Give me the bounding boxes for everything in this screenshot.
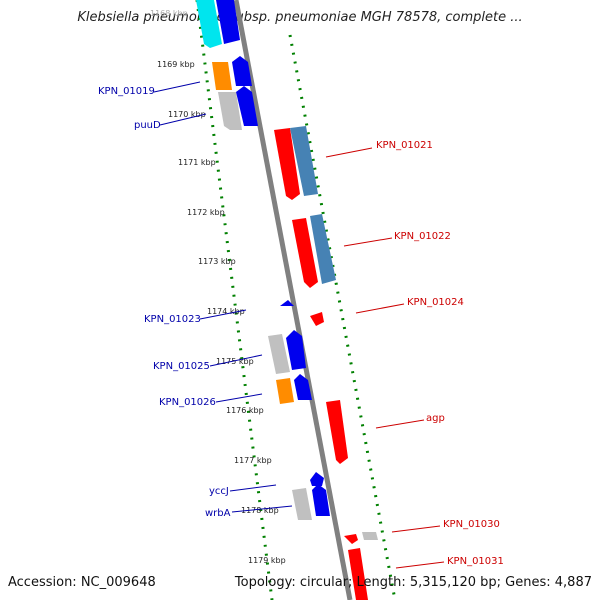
backbone-line bbox=[233, 0, 353, 600]
gene-red-kpn01022[interactable] bbox=[292, 218, 318, 288]
leader-kpn01019 bbox=[153, 81, 201, 93]
leader-kpn01021 bbox=[325, 147, 373, 158]
kbp-tick-1172: 1172 kbp bbox=[187, 208, 225, 217]
label-kpn01030[interactable]: KPN_01030 bbox=[443, 519, 500, 530]
leader-puud bbox=[159, 113, 207, 126]
gene-blue-1169[interactable] bbox=[232, 56, 252, 86]
label-puud[interactable]: puuD bbox=[134, 120, 161, 131]
label-kpn01022[interactable]: KPN_01022 bbox=[394, 231, 451, 242]
label-kpn01021[interactable]: KPN_01021 bbox=[376, 140, 433, 151]
leader-kpn01023 bbox=[199, 309, 247, 320]
label-kpn01026[interactable]: KPN_01026 bbox=[159, 397, 216, 408]
leader-kpn01026 bbox=[215, 393, 263, 403]
gene-blue-top[interactable] bbox=[216, 0, 240, 44]
gene-blue-wrba[interactable] bbox=[312, 484, 330, 516]
leader-kpn01031 bbox=[395, 561, 445, 569]
kbp-tick-1168: 1168 kbp bbox=[150, 9, 188, 18]
kbp-tick-1175: 1175 kbp bbox=[216, 357, 254, 366]
gene-orange-kpn01026[interactable] bbox=[276, 378, 294, 404]
leader-agp bbox=[375, 419, 425, 429]
label-wrba[interactable]: wrbA bbox=[205, 508, 231, 519]
gene-red-kpn01024[interactable] bbox=[310, 312, 324, 326]
gene-red-kpn01021[interactable] bbox=[274, 128, 300, 200]
kbp-tick-1174: 1174 kbp bbox=[207, 307, 245, 316]
gene-gray-kpn01030[interactable] bbox=[362, 532, 378, 540]
accession-text: Accession: NC_009648 bbox=[8, 575, 156, 590]
label-yccj[interactable]: yccJ bbox=[209, 486, 229, 497]
right-scale-track bbox=[288, 34, 397, 600]
gene-orange-1169[interactable] bbox=[212, 62, 232, 90]
kbp-tick-1179: 1179 kbp bbox=[248, 556, 286, 565]
gene-blue-puud[interactable] bbox=[236, 86, 258, 126]
gene-red-kpn01031[interactable] bbox=[348, 548, 368, 600]
leader-kpn01025 bbox=[209, 354, 263, 367]
label-kpn01024[interactable]: KPN_01024 bbox=[407, 297, 464, 308]
label-kpn01019[interactable]: KPN_01019 bbox=[98, 86, 155, 97]
gene-red-agp[interactable] bbox=[326, 400, 348, 464]
label-kpn01023[interactable]: KPN_01023 bbox=[144, 314, 201, 325]
leader-wrba bbox=[231, 505, 293, 513]
label-kpn01031[interactable]: KPN_01031 bbox=[447, 556, 504, 567]
gene-red-kpn01030[interactable] bbox=[344, 534, 358, 544]
kbp-tick-1177: 1177 kbp bbox=[234, 456, 272, 465]
genome-summary-text: Topology: circular; Length: 5,315,120 bp… bbox=[234, 575, 592, 590]
gene-gray-kpn01019[interactable] bbox=[218, 92, 242, 130]
left-scale-track bbox=[195, 0, 274, 600]
kbp-tick-1170: 1170 kbp bbox=[168, 110, 206, 119]
leader-kpn01030 bbox=[391, 525, 441, 533]
map-title: Klebsiella pneumoniae subsp. pneumoniae … bbox=[77, 10, 523, 25]
kbp-tick-1178: 1178 kbp bbox=[241, 506, 279, 515]
gene-blue-kpn01025[interactable] bbox=[286, 330, 306, 370]
leader-yccj bbox=[229, 484, 277, 492]
label-agp[interactable]: agp bbox=[426, 413, 445, 424]
kbp-tick-1169: 1169 kbp bbox=[157, 60, 195, 69]
gene-steelblue-kpn01022[interactable] bbox=[310, 214, 336, 284]
kbp-tick-1173: 1173 kbp bbox=[198, 257, 236, 266]
gene-blue-kpn01026[interactable] bbox=[294, 374, 312, 400]
gene-gray-wrba[interactable] bbox=[292, 488, 312, 520]
kbp-tick-1171: 1171 kbp bbox=[178, 158, 216, 167]
gene-gray-kpn01025[interactable] bbox=[268, 334, 290, 374]
gene-cyan-top[interactable] bbox=[196, 0, 222, 48]
leader-kpn01024 bbox=[355, 303, 405, 314]
leader-kpn01022 bbox=[343, 237, 393, 247]
kbp-tick-1176: 1176 kbp bbox=[226, 406, 264, 415]
gene-steelblue-kpn01021[interactable] bbox=[290, 126, 318, 196]
gene-blue-yccj[interactable] bbox=[310, 472, 324, 486]
label-kpn01025[interactable]: KPN_01025 bbox=[153, 361, 210, 372]
gene-blue-small-1174[interactable] bbox=[280, 300, 294, 306]
